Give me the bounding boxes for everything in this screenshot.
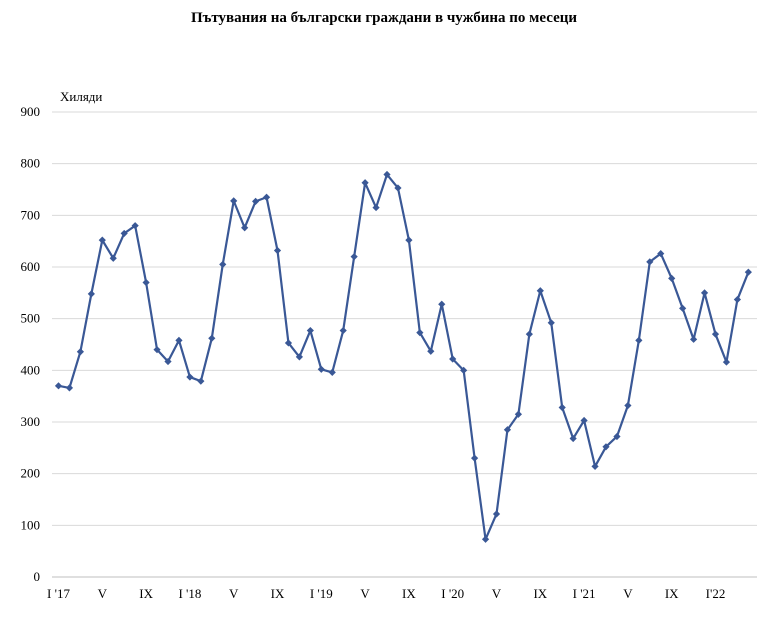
data-point	[646, 258, 654, 266]
data-point	[471, 454, 479, 462]
data-point	[525, 330, 533, 338]
data-point	[427, 347, 435, 355]
data-point	[569, 434, 577, 443]
data-point	[219, 260, 227, 269]
x-tick-label: I'22	[706, 586, 726, 601]
y-tick-label: 600	[21, 259, 41, 274]
gridlines	[52, 111, 757, 526]
x-tick-label: V	[229, 586, 239, 601]
data-point	[449, 355, 457, 363]
data-point	[350, 253, 358, 261]
y-tick-label: 100	[21, 517, 41, 532]
data-point	[492, 510, 501, 518]
data-point	[733, 295, 741, 304]
data-point	[613, 432, 621, 441]
data-point	[306, 326, 314, 335]
data-point	[514, 410, 522, 418]
y-tick-label: 900	[21, 104, 41, 119]
data-point	[372, 203, 380, 212]
y-tick-label: 0	[34, 569, 41, 584]
x-tick-label: IX	[139, 586, 153, 601]
x-tick-labels: I '17 V IX I '18 V IX I '19 V IX I '20 V IX I '21 V IX…	[47, 586, 725, 601]
data-point	[317, 365, 325, 373]
y-tick-label: 400	[21, 362, 41, 377]
data-point	[241, 224, 249, 232]
x-tick-label: IX	[271, 586, 285, 601]
data-point	[54, 382, 63, 390]
x-tick-label: V	[623, 586, 633, 601]
data-point	[547, 319, 555, 327]
data-point	[503, 426, 512, 434]
data-point	[142, 278, 150, 287]
data-point	[262, 193, 271, 201]
data-point	[175, 336, 183, 344]
data-point	[405, 236, 413, 244]
data-point	[328, 368, 336, 376]
series-line	[58, 173, 750, 541]
y-tick-labels: 0 100 200 300 400 500 600 700 800 900	[21, 104, 41, 584]
x-tick-label: I '21	[573, 586, 596, 601]
data-point	[602, 443, 610, 451]
data-point	[481, 535, 490, 543]
data-point	[98, 236, 106, 244]
x-tick-label: V	[98, 586, 108, 601]
y-tick-label: 300	[21, 414, 41, 429]
data-point	[722, 358, 731, 366]
data-point	[657, 249, 665, 258]
series	[54, 170, 752, 543]
data-point	[624, 401, 632, 410]
data-point	[558, 403, 566, 412]
data-point	[361, 179, 369, 187]
data-point	[197, 377, 205, 385]
unit-label: Хиляди	[60, 89, 102, 104]
data-point	[460, 366, 468, 374]
x-tick-label: I '17	[47, 586, 70, 601]
x-tick-label: V	[360, 586, 370, 601]
data-point	[438, 300, 446, 308]
data-point	[668, 274, 676, 282]
data-point	[284, 339, 293, 347]
data-point	[394, 184, 402, 192]
data-point	[416, 329, 424, 337]
data-point	[131, 222, 139, 230]
data-point	[591, 462, 599, 471]
x-tick-label: IX	[402, 586, 416, 601]
x-tick-label: V	[492, 586, 502, 601]
data-point	[153, 346, 161, 354]
data-point	[65, 384, 74, 392]
data-point	[186, 373, 194, 381]
data-point	[120, 229, 128, 238]
data-point	[679, 304, 687, 312]
data-point	[536, 287, 544, 295]
x-tick-label: I '20	[441, 586, 464, 601]
y-tick-label: 800	[21, 156, 41, 171]
data-point	[635, 336, 643, 344]
x-tick-label: I '18	[178, 586, 201, 601]
data-point	[109, 254, 117, 262]
y-tick-label: 700	[21, 207, 41, 222]
data-point	[230, 197, 238, 205]
data-point	[690, 335, 698, 343]
chart-title: Пътувания на български граждани в чужбин…	[190, 10, 578, 26]
data-point	[164, 357, 172, 366]
data-point	[252, 197, 260, 205]
y-tick-label: 500	[21, 311, 41, 326]
x-tick-label: IX	[533, 586, 547, 601]
x-tick-label: I '19	[310, 586, 333, 601]
data-point	[744, 268, 752, 276]
data-point	[580, 416, 588, 425]
data-point	[76, 348, 84, 356]
data-point	[295, 353, 303, 361]
data-point	[339, 326, 347, 335]
x-tick-label: IX	[665, 586, 679, 601]
data-point	[700, 289, 709, 297]
y-tick-label: 200	[21, 466, 41, 481]
data-point	[208, 334, 216, 342]
data-point	[87, 290, 95, 298]
data-point	[711, 330, 720, 338]
data-point	[383, 170, 391, 179]
data-point	[273, 246, 282, 255]
